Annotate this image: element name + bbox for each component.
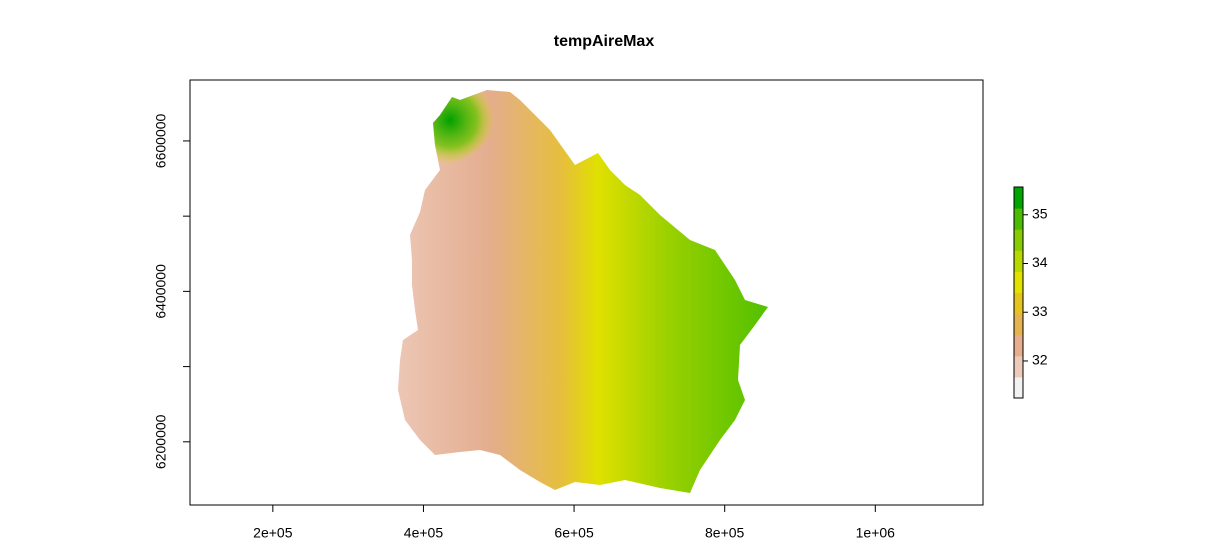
colorbar-step <box>1014 271 1023 293</box>
colorbar-step <box>1014 355 1023 378</box>
x-tick-label: 4e+05 <box>404 525 444 541</box>
x-tick-label: 6e+05 <box>554 525 594 541</box>
y-tick-label: 6400000 <box>153 264 169 319</box>
colorbar-tick-label: 32 <box>1032 352 1048 368</box>
plot-frame <box>189 79 984 506</box>
raster-map <box>398 90 768 493</box>
colorbar-step <box>1014 250 1023 272</box>
colorbar-tick-label: 35 <box>1032 205 1048 221</box>
colorbar-step <box>1014 334 1023 357</box>
colorbar-step <box>1014 208 1023 230</box>
y-tick-label: 6600000 <box>153 113 169 168</box>
colorbar-step <box>1014 187 1023 209</box>
colorbar-step <box>1014 229 1023 251</box>
colorbar-step <box>1014 313 1023 336</box>
map-shape <box>398 90 768 493</box>
x-tick-label: 2e+05 <box>253 525 293 541</box>
x-tick-label: 8e+05 <box>705 525 745 541</box>
colorbar-frame <box>1013 186 1024 399</box>
x-tick-label: 1e+06 <box>856 525 896 541</box>
colorbar-step <box>1014 376 1023 399</box>
colorbar-tick-label: 34 <box>1032 254 1048 270</box>
map-highlight <box>433 90 520 170</box>
colorbar-tick-label: 33 <box>1032 303 1048 319</box>
chart-title: tempAireMax <box>554 33 655 50</box>
y-tick-label: 6200000 <box>153 414 169 469</box>
colorbar-step <box>1014 292 1023 315</box>
